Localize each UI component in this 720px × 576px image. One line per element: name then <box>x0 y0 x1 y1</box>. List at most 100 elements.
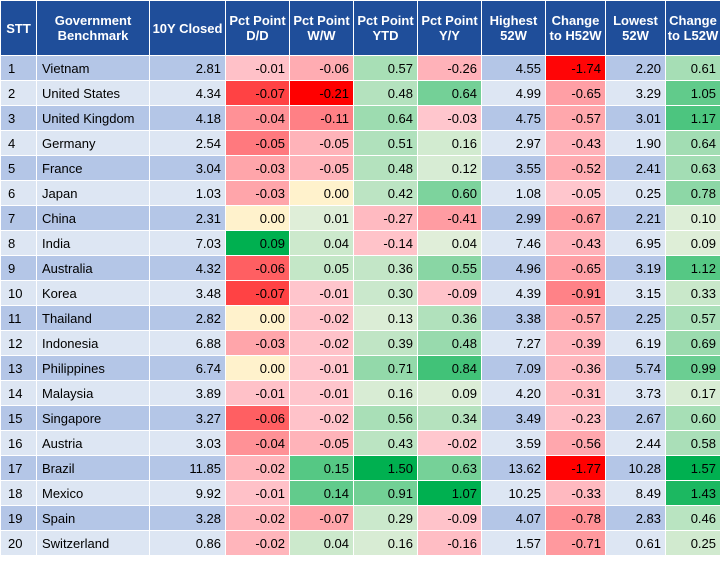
table-row: 13 Philippines 6.74 0.00 -0.01 0.71 0.84 7.09 -0… <box>0 355 720 381</box>
header-change-l52w: Change to L52W <box>665 0 720 56</box>
cell-change-h52w: -1.74 <box>545 55 606 81</box>
cell-pct-yy: 0.60 <box>417 180 482 206</box>
cell-pct-ww: -0.02 <box>289 330 354 356</box>
cell-change-l52w: 0.09 <box>665 230 720 256</box>
cell-change-l52w: 0.64 <box>665 130 720 156</box>
cell-pct-yy: 0.63 <box>417 455 482 481</box>
cell-change-l52w: 0.69 <box>665 330 720 356</box>
cell-highest-52w: 7.46 <box>481 230 546 256</box>
cell-highest-52w: 13.62 <box>481 455 546 481</box>
cell-pct-dd: -0.07 <box>225 80 290 106</box>
cell-highest-52w: 4.96 <box>481 255 546 281</box>
cell-change-h52w: -0.57 <box>545 305 606 331</box>
cell-lowest-52w: 3.15 <box>605 280 666 306</box>
cell-pct-dd: -0.03 <box>225 155 290 181</box>
cell-pct-dd: -0.06 <box>225 255 290 281</box>
cell-pct-yy: 0.36 <box>417 305 482 331</box>
cell-stt: 12 <box>0 330 37 356</box>
table-row: 17 Brazil 11.85 -0.02 0.15 1.50 0.63 13.62 -1.77… <box>0 455 720 481</box>
cell-lowest-52w: 8.49 <box>605 480 666 506</box>
cell-benchmark: India <box>36 230 150 256</box>
cell-10y-closed: 0.86 <box>149 530 226 556</box>
cell-benchmark: Australia <box>36 255 150 281</box>
cell-stt: 3 <box>0 105 37 131</box>
cell-benchmark: Thailand <box>36 305 150 331</box>
cell-pct-dd: -0.04 <box>225 105 290 131</box>
cell-benchmark: Japan <box>36 180 150 206</box>
cell-change-l52w: 0.61 <box>665 55 720 81</box>
table-row: 7 China 2.31 0.00 0.01 -0.27 -0.41 2.99 -0.67 2.2… <box>0 205 720 231</box>
cell-highest-52w: 3.49 <box>481 405 546 431</box>
cell-pct-yy: 0.09 <box>417 380 482 406</box>
cell-10y-closed: 2.54 <box>149 130 226 156</box>
cell-change-h52w: -0.67 <box>545 205 606 231</box>
cell-pct-dd: -0.01 <box>225 380 290 406</box>
cell-pct-yy: -0.16 <box>417 530 482 556</box>
cell-pct-ytd: 0.51 <box>353 130 418 156</box>
cell-pct-ww: -0.01 <box>289 280 354 306</box>
cell-benchmark: China <box>36 205 150 231</box>
cell-stt: 7 <box>0 205 37 231</box>
cell-pct-yy: 0.64 <box>417 80 482 106</box>
cell-pct-dd: -0.02 <box>225 455 290 481</box>
cell-benchmark: United Kingdom <box>36 105 150 131</box>
cell-lowest-52w: 6.95 <box>605 230 666 256</box>
cell-pct-ww: -0.01 <box>289 355 354 381</box>
cell-change-h52w: -0.52 <box>545 155 606 181</box>
cell-pct-yy: -0.09 <box>417 280 482 306</box>
cell-10y-closed: 3.27 <box>149 405 226 431</box>
cell-stt: 2 <box>0 80 37 106</box>
cell-benchmark: Vietnam <box>36 55 150 81</box>
cell-change-h52w: -0.33 <box>545 480 606 506</box>
cell-highest-52w: 4.07 <box>481 505 546 531</box>
cell-pct-dd: -0.02 <box>225 505 290 531</box>
cell-change-h52w: -0.36 <box>545 355 606 381</box>
cell-lowest-52w: 5.74 <box>605 355 666 381</box>
cell-change-h52w: -0.65 <box>545 80 606 106</box>
cell-pct-ytd: 0.48 <box>353 80 418 106</box>
cell-pct-ytd: 0.71 <box>353 355 418 381</box>
table-row: 20 Switzerland 0.86 -0.02 0.04 0.16 -0.16 1.57-… <box>0 530 720 556</box>
cell-benchmark: Switzerland <box>36 530 150 556</box>
cell-pct-yy: -0.03 <box>417 105 482 131</box>
cell-stt: 14 <box>0 380 37 406</box>
cell-benchmark: Germany <box>36 130 150 156</box>
cell-pct-yy: 0.34 <box>417 405 482 431</box>
cell-pct-yy: 0.48 <box>417 330 482 356</box>
table-row: 8 India 7.03 0.09 0.04 -0.14 0.04 7.46 -0.43 6.95… <box>0 230 720 256</box>
cell-pct-ww: -0.05 <box>289 130 354 156</box>
cell-pct-dd: -0.02 <box>225 530 290 556</box>
cell-stt: 1 <box>0 55 37 81</box>
header-stt: STT <box>0 0 37 56</box>
cell-change-h52w: -0.39 <box>545 330 606 356</box>
cell-change-l52w: 0.10 <box>665 205 720 231</box>
cell-stt: 6 <box>0 180 37 206</box>
cell-10y-closed: 3.04 <box>149 155 226 181</box>
cell-highest-52w: 4.75 <box>481 105 546 131</box>
cell-change-l52w: 0.33 <box>665 280 720 306</box>
cell-lowest-52w: 3.01 <box>605 105 666 131</box>
cell-pct-ww: 0.04 <box>289 230 354 256</box>
cell-change-h52w: -1.77 <box>545 455 606 481</box>
cell-pct-ww: -0.02 <box>289 405 354 431</box>
cell-pct-ww: 0.05 <box>289 255 354 281</box>
cell-pct-dd: -0.01 <box>225 480 290 506</box>
cell-change-l52w: 0.57 <box>665 305 720 331</box>
table-row: 16 Austria 3.03 -0.04 -0.05 0.43 -0.02 3.59 -0.5… <box>0 430 720 456</box>
cell-change-l52w: 0.17 <box>665 380 720 406</box>
cell-10y-closed: 6.88 <box>149 330 226 356</box>
cell-pct-ww: 0.01 <box>289 205 354 231</box>
cell-lowest-52w: 1.90 <box>605 130 666 156</box>
cell-stt: 9 <box>0 255 37 281</box>
cell-lowest-52w: 6.19 <box>605 330 666 356</box>
cell-pct-ytd: 0.39 <box>353 330 418 356</box>
table-row: 2 United States 4.34 -0.07 -0.21 0.48 0.64 4.99… <box>0 80 720 106</box>
cell-benchmark: Malaysia <box>36 380 150 406</box>
cell-pct-ww: -0.21 <box>289 80 354 106</box>
header-row: STT Government Benchmark 10Y Closed Pct … <box>0 0 720 56</box>
header-benchmark: Government Benchmark <box>36 0 150 56</box>
cell-change-h52w: -0.43 <box>545 230 606 256</box>
cell-10y-closed: 1.03 <box>149 180 226 206</box>
cell-pct-ytd: 0.29 <box>353 505 418 531</box>
cell-change-l52w: 1.57 <box>665 455 720 481</box>
